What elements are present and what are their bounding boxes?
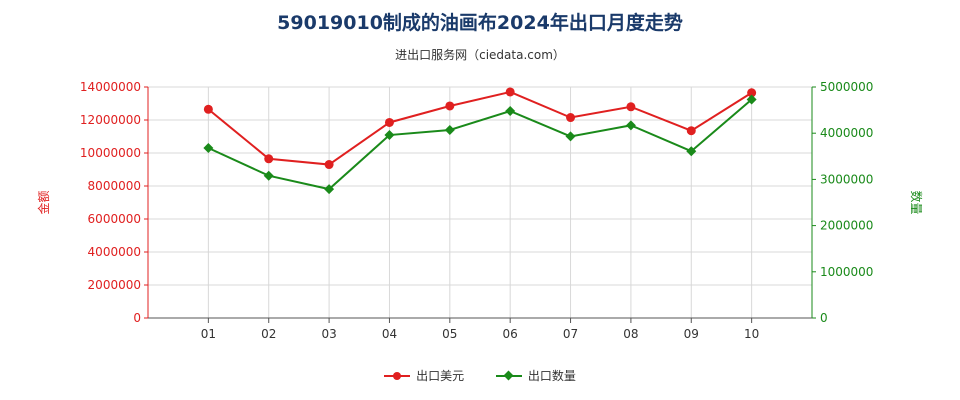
x-tick-label: 01 [201, 327, 216, 341]
series-1-point [686, 146, 697, 157]
series-1-point [384, 130, 395, 141]
legend-label-value: 出口美元 [416, 369, 465, 383]
x-tick-label: 02 [261, 327, 276, 341]
series-0-point [445, 101, 455, 111]
x-tick-label: 06 [503, 327, 518, 341]
y-axis-right-label: 数量 [909, 190, 924, 214]
y-left-tick-label: 4000000 [88, 245, 141, 259]
tick-labels: 0200000040000006000000800000010000000120… [80, 80, 874, 341]
grid-lines [148, 86, 812, 319]
x-tick-label: 10 [744, 327, 759, 341]
series-1-point [746, 94, 757, 105]
series-line-0 [207, 90, 753, 166]
series-0-point [324, 160, 334, 170]
series-0-point [747, 88, 757, 98]
x-tick-label: 09 [684, 327, 699, 341]
y-axis-left-label: 金额 [36, 190, 51, 214]
x-tick-label: 03 [321, 327, 336, 341]
y-right-tick-label: 5000000 [820, 80, 873, 94]
legend: 出口美元 出口数量 [0, 367, 960, 385]
chart-subtitle: 进出口服务网（ciedata.com） [395, 48, 565, 62]
series-0-point [686, 126, 696, 136]
x-tick-label: 08 [623, 327, 638, 341]
legend-label-quantity: 出口数量 [527, 369, 576, 383]
y-right-tick-label: 2000000 [820, 219, 873, 233]
legend-swatch-quantity [495, 370, 522, 382]
series-1-point [444, 124, 455, 135]
x-tick-label: 04 [382, 327, 397, 341]
series-1-point [505, 106, 516, 117]
y-left-tick-label: 0 [133, 311, 141, 325]
series-1-point [565, 131, 576, 142]
legend-item-value[interactable]: 出口美元 [384, 367, 464, 384]
x-tick-label: 05 [442, 327, 457, 341]
y-left-tick-label: 14000000 [80, 80, 141, 94]
y-right-tick-label: 3000000 [820, 172, 873, 186]
chart-title: 59019010制成的油画布2024年出口月度走势 [277, 12, 683, 34]
series-1-point [263, 170, 274, 181]
series-0-point [264, 154, 274, 164]
y-right-tick-label: 0 [820, 311, 828, 325]
axes [144, 86, 816, 323]
x-tick-label: 07 [563, 327, 578, 341]
series-1-point [625, 120, 636, 131]
y-left-tick-label: 8000000 [88, 179, 141, 193]
series-0-point [203, 104, 213, 114]
series-0-point [384, 117, 394, 127]
y-left-tick-label: 6000000 [88, 212, 141, 226]
y-left-tick-label: 2000000 [88, 278, 141, 292]
series-1-point [324, 184, 335, 195]
y-right-tick-label: 1000000 [820, 265, 873, 279]
legend-swatch-value [384, 370, 411, 382]
series-0-point [626, 102, 636, 112]
y-left-tick-label: 12000000 [80, 113, 141, 127]
y-left-tick-label: 10000000 [80, 146, 141, 160]
series-0-point [566, 113, 576, 123]
series-0-point [505, 87, 515, 97]
y-right-tick-label: 4000000 [820, 126, 873, 140]
series-1-point [203, 142, 214, 153]
series-layer [203, 87, 757, 195]
series-line-1 [207, 98, 753, 191]
legend-item-quantity[interactable]: 出口数量 [495, 367, 576, 384]
